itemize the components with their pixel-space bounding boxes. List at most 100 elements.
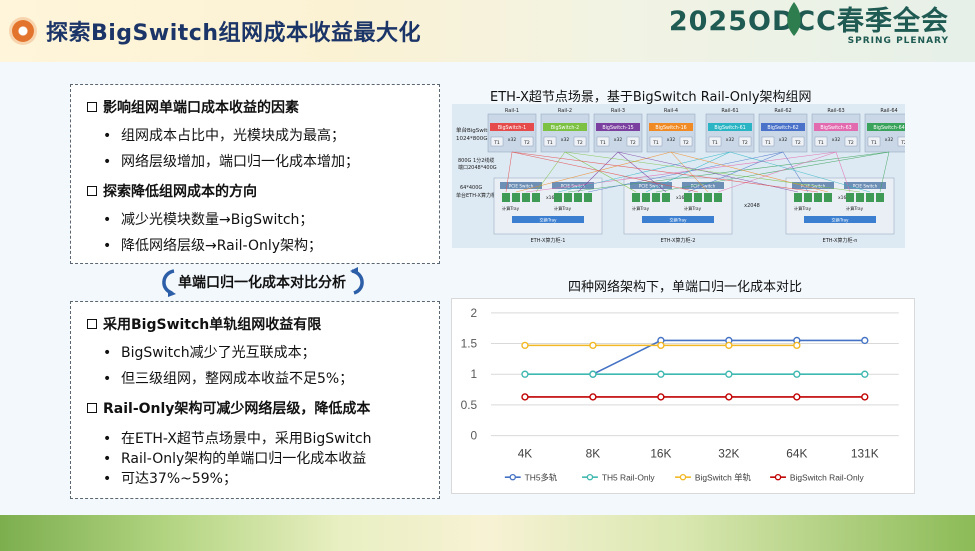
rail-label: Rail-64 [880, 108, 897, 114]
t1-box [867, 136, 881, 147]
data-point [861, 370, 869, 378]
gpu-chip [574, 193, 582, 202]
section-heading: 采用BigSwitch单轨组网收益有限 [87, 314, 321, 334]
x16-label: x16 [676, 195, 685, 201]
bullet-item: 网络层级增加，端口归一化成本增加； [103, 151, 359, 173]
switch-tray-label: 交换Tray [539, 217, 557, 224]
bigswitch-box [708, 123, 752, 131]
header-band: 探索BigSwitch组网成本收益最大化 2025ODCC春季全会 SPRING… [0, 0, 975, 62]
legend-marker [509, 473, 516, 481]
t2-label: T2 [741, 140, 748, 146]
checkbox-square-icon [87, 102, 97, 112]
rail-box [864, 113, 905, 153]
switch-tray-label: 交换Tray [831, 217, 849, 224]
gpu-chip [662, 193, 670, 202]
gpu-chip [824, 193, 832, 202]
gpu-chip [704, 193, 712, 202]
rail-link [687, 151, 784, 193]
pcie-switch-box [844, 182, 886, 189]
switch-tray-bar [512, 216, 584, 223]
pcie-switch-label: PCIE Switch [801, 184, 826, 189]
bigswitch-label: BigSwitch-61 [714, 125, 745, 131]
gpu-chip [532, 193, 540, 202]
bullet-continuation: 可达37%~59%； [103, 468, 237, 490]
gpu-chip [502, 193, 510, 202]
x2048-label: x2048 [744, 203, 760, 209]
bigswitch-box [490, 123, 534, 131]
rail-link [515, 151, 672, 193]
t2-box [679, 136, 693, 147]
chart-title: 四种网络架构下，单端口归一化成本对比 [568, 280, 803, 295]
data-point [657, 393, 665, 401]
tray-label: 计算Tray [632, 205, 650, 212]
t1-label: T1 [652, 140, 659, 146]
bigswitch-box [761, 123, 805, 131]
page-title: 探索BigSwitch组网成本收益最大化 [46, 21, 421, 46]
t2-box [738, 136, 752, 147]
tray-label: 计算Tray [794, 205, 812, 212]
rail-link [587, 151, 784, 193]
rail-label: Rail-63 [827, 108, 844, 114]
legend-label: BigSwitch Rail-Only [790, 473, 865, 483]
t2-box [626, 136, 640, 147]
section-heading: 探索降低组网成本的方向 [87, 181, 257, 201]
gpu-chip [684, 193, 692, 202]
diagram-title: ETH-X超节点场景，基于BigSwitch Rail-Only架构组网 [490, 90, 812, 105]
bullet-item: 减少光模块数量→BigSwitch； [103, 209, 313, 231]
switch-tray-label: 交换Tray [669, 217, 687, 224]
bullet-continuation: Rail-Only架构的单端口归一化成本收益 [103, 448, 366, 470]
gpu-chip [694, 193, 702, 202]
data-point [793, 370, 801, 378]
rail-box [705, 113, 755, 153]
rail-box [758, 113, 808, 153]
diagram-label: 端口2048*400G [458, 164, 497, 171]
rail-link [511, 151, 699, 193]
rail-link [670, 151, 709, 193]
diagram-label: 1024*800G [456, 136, 488, 142]
bigswitch-label: BigSwitch-16 [655, 125, 686, 131]
rail-link [505, 151, 513, 193]
rail-box [540, 113, 590, 153]
rail-link [645, 151, 731, 193]
y-tick-label: 0.5 [461, 398, 478, 412]
t1-label: T1 [764, 140, 771, 146]
t1-box [490, 136, 504, 147]
rail-box [646, 113, 696, 153]
rail-link [511, 151, 819, 193]
x-tick-label: 64K [786, 446, 807, 460]
factors-box: 影响组网单端口成本收益的因素 组网成本占比中，光模块成为最高； 网络层级增加，端… [70, 84, 440, 264]
x32-label: x32 [561, 137, 570, 143]
t2-box [844, 136, 858, 147]
rail-link [564, 151, 861, 193]
y-tick-label: 1.5 [461, 337, 478, 351]
legend-label: BigSwitch 单轨 [695, 473, 752, 483]
gpu-chip [632, 193, 640, 202]
gpu-chip [512, 193, 520, 202]
bigswitch-box [543, 123, 587, 131]
x-tick-label: 32K [718, 446, 739, 460]
bigswitch-label: BigSwitch-64 [873, 125, 904, 131]
gpu-chip [652, 193, 660, 202]
t1-label: T1 [493, 140, 500, 146]
rail-label: Rail-62 [774, 108, 791, 114]
t1-box [708, 136, 722, 147]
analysis-box: 采用BigSwitch单轨组网收益有限 BigSwitch减少了光互联成本； 但… [70, 301, 440, 499]
compute-node-label: ETH-X算力柜-2 [661, 237, 696, 244]
tray-label: 计算Tray [846, 205, 864, 212]
data-point [657, 341, 665, 350]
data-point [521, 393, 529, 401]
data-point [589, 393, 597, 401]
x32-label: x32 [779, 137, 788, 143]
t1-box [649, 136, 663, 147]
pcie-switch-box [500, 182, 542, 189]
t2-label: T2 [523, 140, 530, 146]
legend-label: TH5 Rail-Only [602, 473, 656, 483]
legend-marker [586, 473, 594, 481]
gpu-chip [522, 193, 530, 202]
diagram-label: 800G 1分2线缆 [458, 157, 494, 164]
section-heading: Rail-Only架构可减少网络层级，降低成本 [87, 398, 370, 418]
rail-box [811, 113, 861, 153]
rail-link [670, 151, 829, 193]
gpu-chip [856, 193, 864, 202]
logo-sub-text: SPRING PLENARY [847, 36, 949, 46]
